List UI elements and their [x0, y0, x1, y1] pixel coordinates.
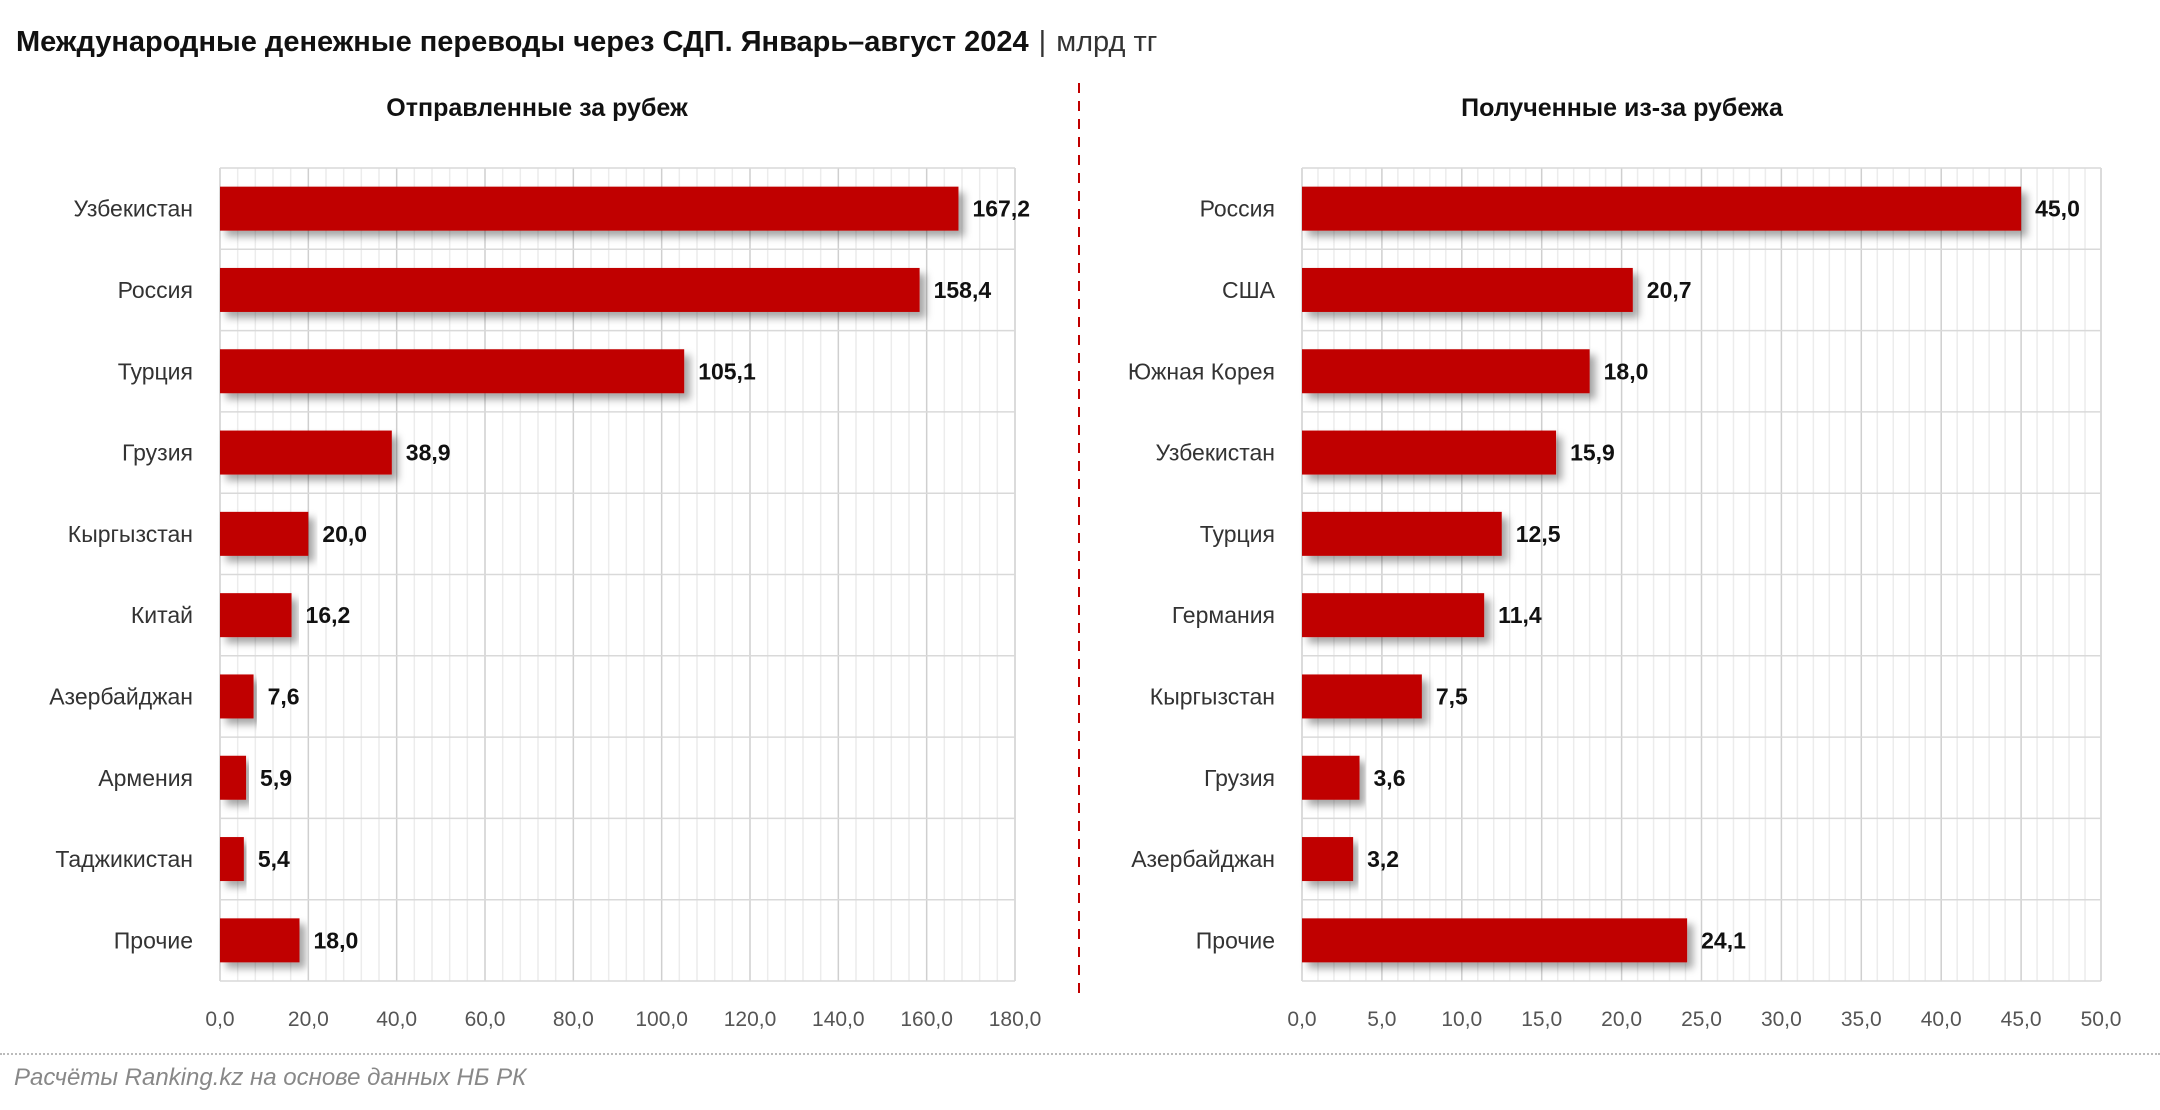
left-value-label: 20,0 — [322, 521, 367, 547]
right-x-tick-label: 40,0 — [1921, 1008, 1962, 1031]
left-x-tick-label: 140,0 — [812, 1008, 865, 1031]
left-x-tick-label: 160,0 — [900, 1008, 953, 1031]
left-value-label: 105,1 — [698, 358, 756, 384]
title-separator: | — [1038, 26, 1047, 58]
left-bar — [220, 349, 685, 394]
left-bar — [220, 430, 392, 475]
right-x-tick-label: 15,0 — [1521, 1008, 1562, 1031]
left-category-label: Армения — [98, 765, 193, 791]
right-category-label: Россия — [1200, 196, 1275, 222]
left-value-label: 38,9 — [406, 440, 451, 466]
right-category-label: Кыргызстан — [1150, 683, 1275, 709]
right-bar — [1302, 511, 1502, 556]
right-category-label: Грузия — [1204, 765, 1275, 791]
left-x-tick-label: 60,0 — [465, 1008, 506, 1031]
right-bar — [1302, 593, 1485, 638]
right-value-label: 11,4 — [1498, 602, 1542, 628]
right-x-tick-label: 25,0 — [1681, 1008, 1722, 1031]
right-x-tick-label: 50,0 — [2081, 1008, 2122, 1031]
left-value-label: 16,2 — [306, 602, 351, 628]
left-bar — [220, 186, 959, 231]
right-bar — [1302, 349, 1590, 394]
left-value-label: 7,6 — [268, 683, 300, 709]
right-category-label: Узбекистан — [1156, 440, 1276, 466]
left-x-tick-label: 80,0 — [553, 1008, 594, 1031]
left-x-tick-label: 120,0 — [724, 1008, 777, 1031]
right-chart-title: Полученные из-за рубежа — [1461, 94, 1783, 122]
left-bar — [220, 755, 247, 800]
right-x-tick-label: 10,0 — [1441, 1008, 1482, 1031]
left-category-label: Россия — [118, 277, 193, 303]
right-bar — [1302, 918, 1688, 963]
left-bar — [220, 674, 254, 719]
left-bar — [220, 267, 920, 312]
left-category-label: Турция — [118, 358, 193, 384]
chart-title: Международные денежные переводы через СД… — [16, 26, 1157, 59]
left-bar — [220, 918, 300, 963]
left-x-tick-label: 0,0 — [205, 1008, 234, 1031]
left-x-tick-label: 20,0 — [288, 1008, 329, 1031]
right-x-tick-label: 0,0 — [1287, 1008, 1316, 1031]
left-bar — [220, 511, 309, 556]
right-bar — [1302, 755, 1360, 800]
left-x-tick-label: 180,0 — [989, 1008, 1042, 1031]
right-value-label: 24,1 — [1701, 927, 1746, 953]
right-value-label: 12,5 — [1516, 521, 1561, 547]
right-bar — [1302, 430, 1557, 475]
left-x-tick-label: 100,0 — [635, 1008, 688, 1031]
left-bar — [220, 593, 292, 638]
left-category-label: Китай — [131, 602, 193, 628]
left-bar — [220, 837, 244, 882]
right-value-label: 3,6 — [1374, 765, 1406, 791]
right-category-label: Прочие — [1196, 927, 1275, 953]
left-value-label: 167,2 — [972, 196, 1030, 222]
title-text: Международные денежные переводы через СД… — [16, 26, 1029, 58]
right-value-label: 18,0 — [1604, 358, 1649, 384]
left-category-label: Азербайджан — [49, 683, 193, 709]
right-value-label: 20,7 — [1647, 277, 1692, 303]
left-value-label: 18,0 — [314, 927, 359, 953]
right-bar — [1302, 674, 1422, 719]
left-category-label: Грузия — [122, 440, 193, 466]
right-bar — [1302, 267, 1633, 312]
right-x-tick-label: 45,0 — [2001, 1008, 2042, 1031]
unit-label: млрд тг — [1056, 26, 1158, 58]
right-x-tick-label: 20,0 — [1601, 1008, 1642, 1031]
source-note: Расчёты Ranking.kz на основе данных НБ Р… — [14, 1064, 527, 1091]
right-value-label: 3,2 — [1367, 846, 1399, 872]
right-category-label: Южная Корея — [1128, 358, 1275, 384]
left-category-label: Прочие — [114, 927, 193, 953]
left-value-label: 5,4 — [258, 846, 290, 872]
right-x-tick-label: 5,0 — [1367, 1008, 1396, 1031]
right-x-tick-label: 35,0 — [1841, 1008, 1882, 1031]
right-x-tick-label: 30,0 — [1761, 1008, 1802, 1031]
left-category-label: Таджикистан — [55, 846, 193, 872]
right-bar — [1302, 186, 2022, 231]
right-bar — [1302, 837, 1354, 882]
right-value-label: 15,9 — [1570, 440, 1615, 466]
right-category-label: Германия — [1172, 602, 1275, 628]
right-value-label: 45,0 — [2035, 196, 2080, 222]
right-category-label: Турция — [1200, 521, 1275, 547]
right-category-label: США — [1222, 277, 1276, 303]
left-category-label: Узбекистан — [74, 196, 194, 222]
right-value-label: 7,5 — [1436, 683, 1468, 709]
right-category-label: Азербайджан — [1131, 846, 1275, 872]
left-x-tick-label: 40,0 — [376, 1008, 417, 1031]
left-category-label: Кыргызстан — [68, 521, 193, 547]
left-value-label: 158,4 — [934, 277, 992, 303]
left-chart-title: Отправленные за рубеж — [386, 94, 688, 122]
footer-divider — [0, 1053, 2160, 1055]
left-value-label: 5,9 — [260, 765, 292, 791]
